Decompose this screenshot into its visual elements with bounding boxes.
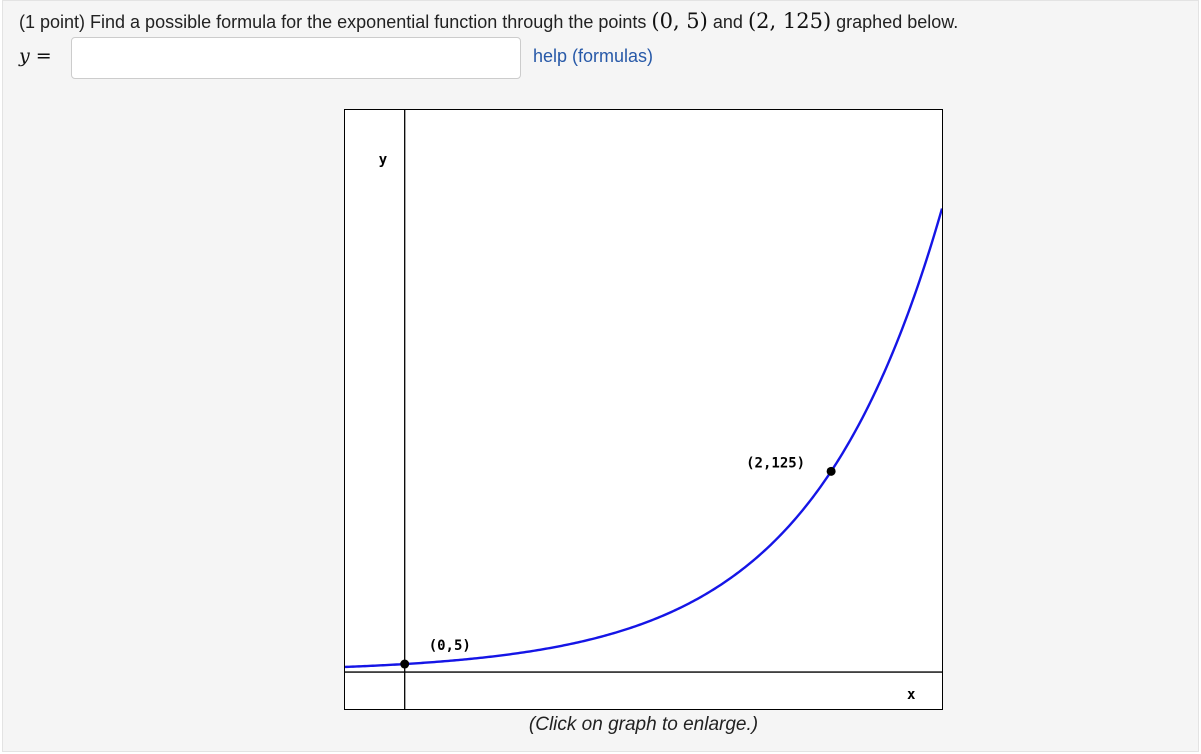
point2-math: (2, 125) [747,9,832,33]
y-axis-label: y [379,152,388,168]
answer-variable: y [19,45,30,67]
question-prefix: (1 point) Find a possible formula for th… [19,12,647,32]
question-and: and [712,12,743,32]
graph-image[interactable]: y x (0,5) (2,125) [344,109,943,710]
question-suffix: graphed below. [836,12,959,32]
exponential-graph: y x (0,5) (2,125) [345,110,942,709]
point-marker-2 [826,466,836,476]
answer-label: y = [19,45,52,67]
answer-input[interactable] [71,37,521,79]
labeled-points: (0,5) (2,125) [400,455,836,669]
graph-caption: (Click on graph to enlarge.) [528,714,759,735]
help-formulas-link[interactable]: help (formulas) [533,46,654,66]
exponential-curve [345,208,942,669]
point-marker-1 [400,659,410,669]
answer-equals: = [35,45,52,67]
point-label-1: (0,5) [429,638,471,654]
x-axis-label: x [907,687,916,703]
question-text: (1 point) Find a possible formula for th… [19,9,958,33]
point1-math: (0, 5) [651,9,708,33]
point-label-2: (2,125) [746,455,805,471]
